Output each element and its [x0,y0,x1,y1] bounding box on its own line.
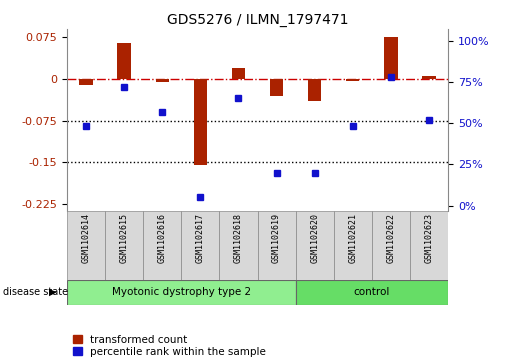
Bar [194,79,207,165]
Title: GDS5276 / ILMN_1797471: GDS5276 / ILMN_1797471 [167,13,348,26]
Bar [105,211,143,280]
Bar [232,68,245,79]
Text: GSM1102619: GSM1102619 [272,213,281,262]
Text: control: control [354,287,390,297]
Text: GSM1102614: GSM1102614 [81,213,91,262]
Text: ▶: ▶ [49,287,57,297]
Text: GSM1102618: GSM1102618 [234,213,243,262]
Bar [270,79,283,95]
Text: GSM1102623: GSM1102623 [424,213,434,262]
Legend: transformed count, percentile rank within the sample: transformed count, percentile rank withi… [72,334,267,358]
Bar [143,211,181,280]
Text: disease state: disease state [3,287,67,297]
Bar [308,79,321,101]
Bar [296,211,334,280]
Bar [67,280,296,305]
Bar [296,280,448,305]
Text: GSM1102616: GSM1102616 [158,213,167,262]
Text: GSM1102620: GSM1102620 [310,213,319,262]
Bar [67,211,105,280]
Bar [422,76,436,79]
Bar [79,79,93,85]
Text: Myotonic dystrophy type 2: Myotonic dystrophy type 2 [112,287,251,297]
Bar [410,211,448,280]
Text: GSM1102617: GSM1102617 [196,213,205,262]
Bar [334,211,372,280]
Bar [117,43,131,79]
Bar [372,211,410,280]
Text: GSM1102615: GSM1102615 [119,213,129,262]
Bar [346,79,359,81]
Bar [181,211,219,280]
Bar [219,211,258,280]
Bar [384,37,398,79]
Bar [156,79,169,82]
Bar [258,211,296,280]
Text: GSM1102622: GSM1102622 [386,213,396,262]
Text: GSM1102621: GSM1102621 [348,213,357,262]
